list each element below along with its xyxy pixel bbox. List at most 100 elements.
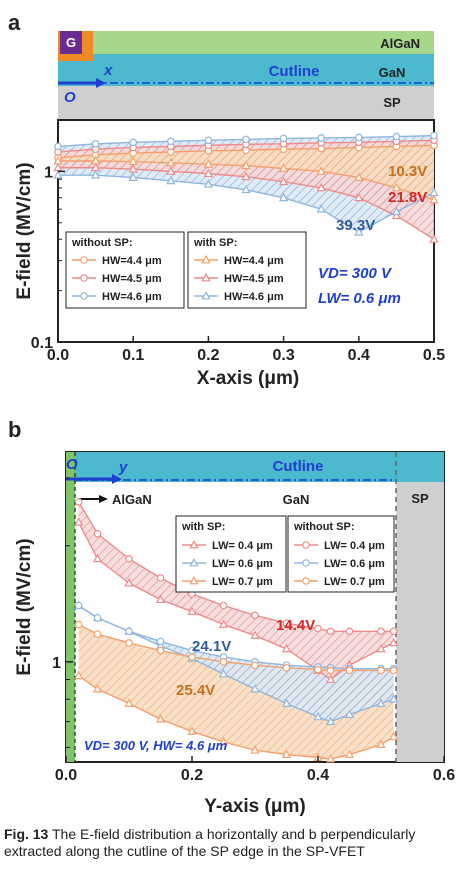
data-point: [241, 184, 251, 194]
data-point: [124, 698, 134, 707]
legend-marker: [80, 256, 88, 264]
legend-marker: [189, 539, 199, 549]
panel-a-ylabel: E-field (MV/cm): [14, 162, 35, 299]
data-point: [316, 204, 326, 213]
data-point: [156, 646, 165, 655]
data-point: [90, 170, 101, 179]
data-point: [325, 753, 336, 763]
condition-vd: VD= 300 V: [318, 265, 393, 282]
data-point: [128, 164, 138, 173]
legend-label: LW= 0.6 μm: [212, 558, 273, 570]
algan-layer: [58, 31, 434, 54]
data-point: [166, 157, 176, 167]
y-tick-label: 1: [44, 164, 53, 181]
data-point: [376, 698, 386, 707]
sp-label: SP: [383, 95, 401, 110]
data-point: [203, 168, 214, 178]
x-tick-label: 0.5: [423, 347, 445, 364]
figure-caption: Fig. 13 The E-field distribution a horiz…: [4, 826, 470, 860]
data-point: [128, 172, 138, 181]
data-point: [187, 726, 197, 735]
panel-a-legend: without SP: with SP: HW=4.4 μm HW=4.5 μm H…: [65, 231, 307, 309]
y-tick-label: 0.1: [31, 335, 53, 352]
y-tick-label: 1: [52, 655, 61, 672]
data-point: [376, 643, 386, 653]
data-point: [251, 611, 259, 620]
data-point: [93, 529, 102, 538]
legend-title-without-b: without SP:: [293, 521, 355, 533]
data-point: [129, 138, 138, 147]
data-point: [218, 736, 229, 746]
data-point: [279, 134, 288, 143]
panel-b-xlabel: Y-axis (μm): [204, 796, 305, 817]
panel-b-ylabel: E-field (MV/cm): [14, 538, 35, 675]
condition-lw: LW= 0.6 μm: [318, 290, 401, 307]
panel-a-xlabel: X-axis (μm): [197, 368, 299, 389]
legend-marker: [201, 290, 211, 300]
data-point: [203, 179, 214, 188]
caption-label: Fig. 13: [4, 826, 49, 842]
legend-title-without: without SP:: [71, 237, 133, 249]
data-point: [188, 653, 196, 661]
x-tick-label: 0.1: [122, 347, 144, 364]
annotation-21-8v: 21.8V: [388, 189, 427, 206]
data-point: [93, 614, 102, 622]
data-point: [313, 711, 323, 721]
data-point: [218, 668, 229, 678]
legend-marker: [302, 559, 310, 567]
x-tick-label: 0.2: [181, 767, 203, 784]
x-tick-label: 0.0: [47, 347, 69, 364]
data-point: [92, 553, 103, 563]
sp-label-b: SP: [411, 491, 429, 506]
legend-label: HW=4.4 μm: [102, 255, 162, 267]
data-point: [155, 714, 166, 723]
data-point: [166, 166, 176, 175]
gan-band-right: [396, 452, 444, 482]
data-point: [388, 637, 399, 647]
data-point: [389, 627, 398, 636]
shaded-band: [78, 624, 394, 759]
data-point: [429, 234, 439, 243]
legend-label: LW= 0.6 μm: [324, 558, 385, 570]
data-point: [392, 132, 401, 141]
x-tick-label: 0.3: [272, 347, 294, 364]
data-point: [187, 606, 197, 615]
algan-label-b: AlGaN: [112, 492, 152, 507]
annotation-39-3v: 39.3V: [336, 217, 375, 234]
legend-label: LW= 0.7 μm: [212, 576, 273, 588]
data-point: [325, 716, 336, 726]
origin-label-b: O: [66, 456, 78, 473]
data-point: [278, 192, 289, 202]
legend-label: LW= 0.4 μm: [212, 540, 273, 552]
data-point: [250, 684, 260, 693]
data-point: [155, 594, 166, 604]
data-point: [219, 601, 228, 610]
legend-marker: [201, 272, 211, 282]
legend-title-with-b: with SP:: [181, 521, 225, 533]
legend-marker: [80, 274, 88, 282]
legend-label: LW= 0.7 μm: [324, 576, 385, 588]
data-point: [278, 176, 289, 186]
data-point: [281, 749, 292, 758]
legend-marker: [189, 575, 199, 585]
data-point: [241, 171, 251, 181]
legend-label: HW=4.5 μm: [102, 273, 162, 285]
legend-label: LW= 0.4 μm: [324, 540, 385, 552]
x-tick-label: 0.4: [307, 767, 329, 784]
data-point: [354, 172, 364, 181]
panel-b-structure: y O Cutline AlGaN GaN SP: [66, 452, 444, 762]
gan-label-b: GaN: [283, 492, 310, 507]
data-point: [391, 182, 402, 192]
data-point: [377, 627, 385, 636]
sp-layer: [58, 86, 434, 120]
data-point: [344, 749, 355, 758]
annotation-24-1v: 24.1V: [192, 638, 231, 655]
legend-label: HW=4.5 μm: [224, 273, 284, 285]
data-point: [218, 619, 229, 628]
data-point: [281, 698, 292, 707]
x-tick-label: 0.2: [197, 347, 219, 364]
cutline-label: Cutline: [269, 63, 320, 80]
panel-b-legend: with SP: without SP: LW= 0.4 μm LW= 0.6 μ…: [175, 515, 395, 593]
data-point: [73, 670, 84, 680]
annotation-10-3v: 10.3V: [388, 163, 427, 180]
